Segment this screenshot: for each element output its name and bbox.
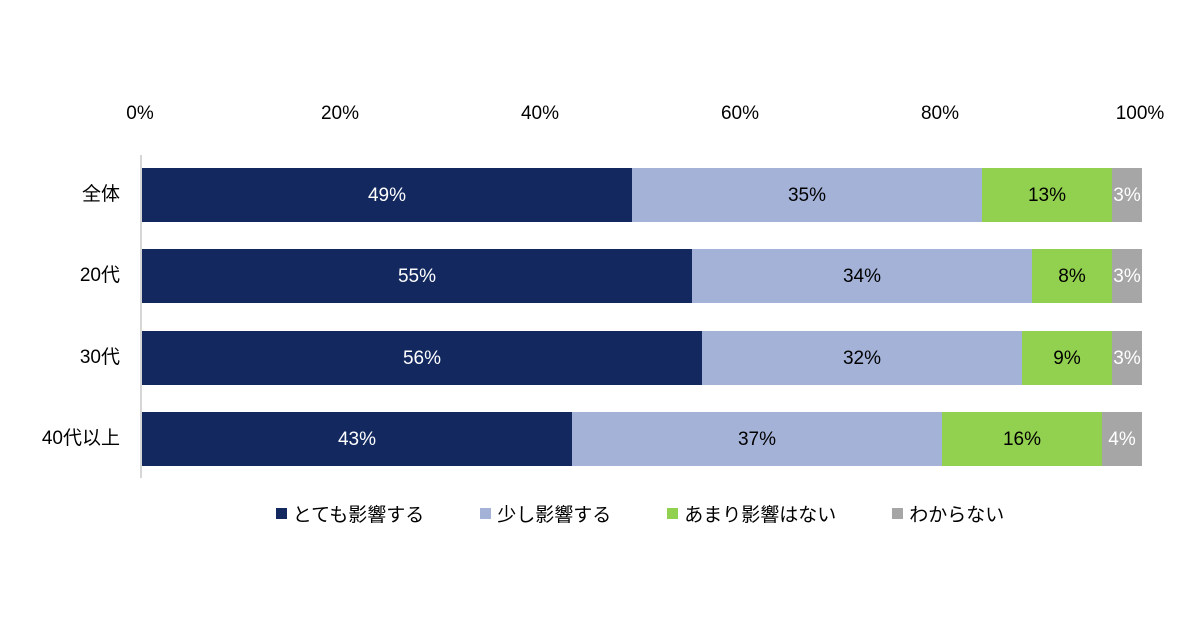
bar-segment: 34% [692, 249, 1032, 303]
category-label: 30代 [79, 347, 120, 368]
legend-swatch-icon [892, 508, 904, 519]
bar-row: 56% 32% 9% 3% [142, 331, 1142, 385]
data-label: 49% [367, 184, 407, 206]
data-label: 16% [1002, 428, 1042, 450]
legend: とても影響する 少し影響する あまり影響はない わからない [140, 500, 1140, 527]
bar-segment: 49% [142, 168, 632, 222]
bar-segment: 55% [142, 249, 692, 303]
bar-segment: 3% [1112, 168, 1142, 222]
data-label: 32% [842, 347, 882, 369]
data-label: 9% [1053, 347, 1081, 369]
legend-label: わからない [909, 505, 1005, 526]
bar-segment: 43% [142, 412, 572, 466]
bar-segment: 3% [1112, 249, 1142, 303]
bar-segment: 16% [942, 412, 1102, 466]
x-axis-tick-label: 80% [920, 103, 960, 124]
legend-item: とても影響する [275, 500, 425, 527]
data-label: 4% [1108, 428, 1136, 450]
legend-label: 少し影響する [497, 505, 612, 526]
legend-item: わからない [892, 500, 1004, 527]
bar-segment: 35% [632, 168, 982, 222]
data-label: 3% [1113, 184, 1141, 206]
category-label: 全体 [81, 184, 120, 205]
plot-area: 49% 35% 13% 3% 55% 34% 8% 3% 56% 32% 9% 3% 43% 37% 16%… [140, 155, 1142, 478]
data-label: 43% [337, 428, 377, 450]
data-label: 34% [842, 265, 882, 287]
bar-segment: 37% [572, 412, 942, 466]
data-label: 3% [1113, 265, 1141, 287]
x-axis-tick-label: 0% [126, 103, 154, 124]
legend-swatch-icon [667, 508, 679, 519]
data-label: 56% [402, 347, 442, 369]
legend-swatch-icon [275, 508, 287, 519]
data-label: 37% [737, 428, 777, 450]
data-label: 35% [787, 184, 827, 206]
legend-label: あまり影響はない [684, 505, 837, 526]
x-axis-tick-label: 40% [520, 103, 560, 124]
x-axis-tick-label: 60% [720, 103, 760, 124]
legend-swatch-icon [480, 508, 492, 519]
bar-segment: 56% [142, 331, 702, 385]
x-axis-tick-label: 20% [320, 103, 360, 124]
bar-row: 55% 34% 8% 3% [142, 249, 1142, 303]
bar-segment: 32% [702, 331, 1022, 385]
x-axis-tick-label: 100% [1115, 103, 1165, 124]
bar-row: 43% 37% 16% 4% [142, 412, 1142, 466]
legend-item: あまり影響はない [667, 500, 836, 527]
bar-segment: 8% [1032, 249, 1112, 303]
bar-segment: 9% [1022, 331, 1112, 385]
bar-row: 49% 35% 13% 3% [142, 168, 1142, 222]
category-label: 40代以上 [41, 428, 120, 449]
bar-segment: 4% [1102, 412, 1142, 466]
data-label: 55% [397, 265, 437, 287]
data-label: 13% [1027, 184, 1067, 206]
data-label: 3% [1113, 347, 1141, 369]
category-label: 20代 [79, 265, 120, 286]
data-label: 8% [1058, 265, 1086, 287]
bar-segment: 13% [982, 168, 1112, 222]
legend-label: とても影響する [292, 505, 425, 526]
legend-item: 少し影響する [480, 500, 611, 527]
y-axis-category-labels: 全体 20代 30代 40代以上 [0, 155, 130, 478]
x-axis: 0% 20% 40% 60% 80% 100% [126, 103, 1164, 131]
bar-segment: 3% [1112, 331, 1142, 385]
